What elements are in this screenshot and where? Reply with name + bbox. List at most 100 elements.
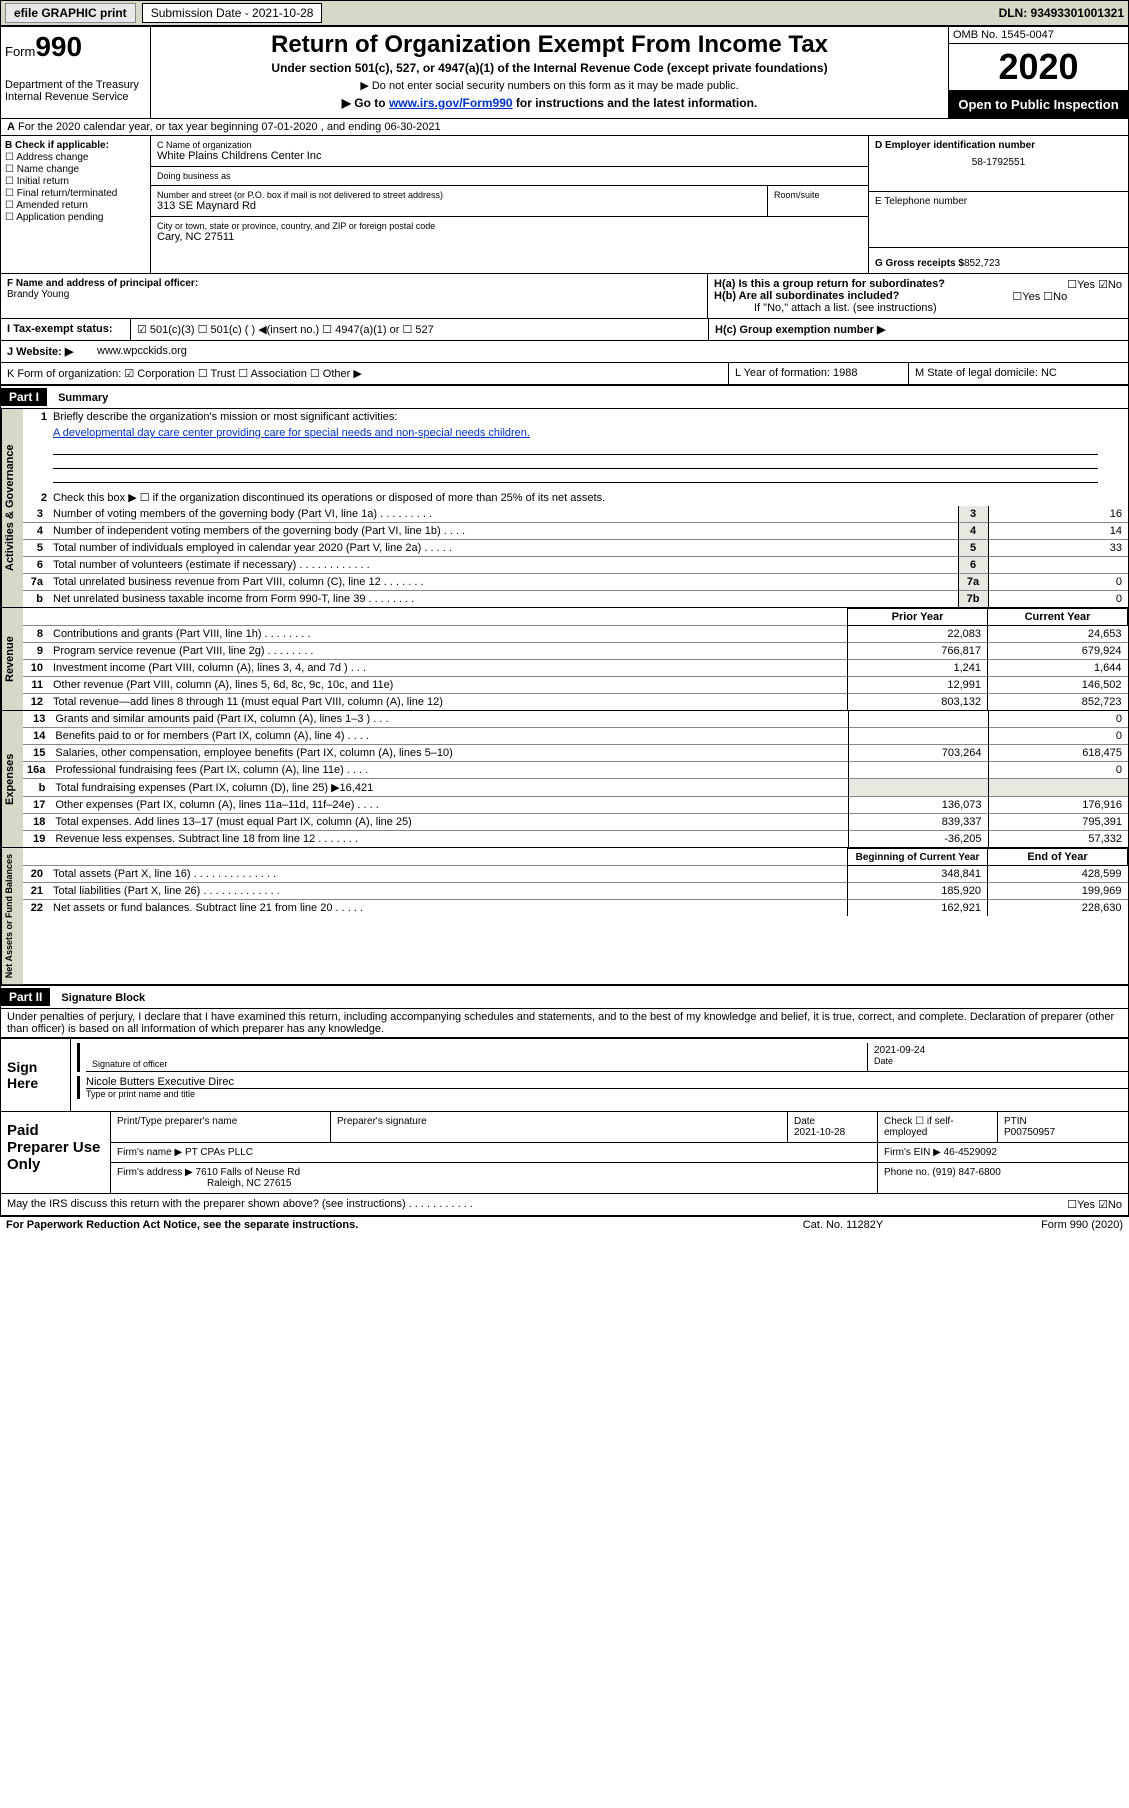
form-of-org[interactable]: K Form of organization: ☑ Corporation ☐ … [1, 363, 728, 384]
officer-name-label: Type or print name and title [86, 1088, 1128, 1099]
principal-officer: F Name and address of principal officer:… [1, 274, 708, 318]
form-word: Form [5, 44, 35, 59]
tab-net-assets: Net Assets or Fund Balances [1, 848, 23, 984]
chk-application-pending[interactable]: ☐ Application pending [5, 212, 146, 223]
firm-phone: (919) 847-6800 [932, 1167, 1000, 1178]
phone-label: E Telephone number [875, 196, 1122, 207]
table-row: 12Total revenue—add lines 8 through 11 (… [23, 694, 1128, 711]
ptin: P00750957 [1004, 1127, 1055, 1138]
revenue-table: Prior YearCurrent Year 8Contributions an… [23, 608, 1128, 710]
chk-amended-return[interactable]: ☐ Amended return [5, 200, 146, 211]
tax-exempt-opts[interactable]: ☑ 501(c)(3) ☐ 501(c) ( ) ◀(insert no.) ☐… [131, 319, 708, 340]
street-value: 313 SE Maynard Rd [157, 200, 761, 212]
org-name-label: C Name of organization [157, 140, 862, 150]
table-row: 15Salaries, other compensation, employee… [23, 745, 1128, 762]
officer-name: Brandy Young [7, 289, 69, 300]
form-title: Return of Organization Exempt From Incom… [159, 31, 940, 59]
table-row: 9Program service revenue (Part VIII, lin… [23, 643, 1128, 660]
tab-expenses: Expenses [1, 711, 23, 847]
header-left: Form990 Department of the Treasury Inter… [1, 27, 151, 118]
chk-initial-return[interactable]: ☐ Initial return [5, 176, 146, 187]
sign-here-label: Sign Here [1, 1039, 71, 1111]
ha-yesno[interactable]: ☐Yes ☑No [1067, 278, 1122, 291]
hc-group-exemption: H(c) Group exemption number ▶ [708, 319, 1128, 340]
col-d-ein: D Employer identification number 58-1792… [868, 136, 1128, 273]
part-ii-header: Part II Signature Block [1, 985, 1128, 1009]
table-row: 21Total liabilities (Part X, line 26) . … [23, 883, 1128, 900]
prep-sig-label: Preparer's signature [331, 1112, 788, 1142]
subtitle-link: ▶ Go to www.irs.gov/Form990 for instruct… [159, 96, 940, 110]
suite-label: Room/suite [768, 186, 868, 216]
subtitle-ssn: ▶ Do not enter social security numbers o… [159, 79, 940, 92]
officer-print-name: Nicole Butters Executive Direc [86, 1076, 1128, 1088]
ein-label: D Employer identification number [875, 140, 1122, 151]
mission-text[interactable]: A developmental day care center providin… [53, 427, 530, 439]
governance-table: 3Number of voting members of the governi… [23, 506, 1128, 607]
table-row: bNet unrelated business taxable income f… [23, 591, 1128, 608]
row-fh: F Name and address of principal officer:… [1, 273, 1128, 318]
row-klm: K Form of organization: ☑ Corporation ☐ … [1, 362, 1128, 385]
discuss-row: May the IRS discuss this return with the… [1, 1193, 1128, 1215]
footer: For Paperwork Reduction Act Notice, see … [0, 1216, 1129, 1233]
expenses-table: 13Grants and similar amounts paid (Part … [23, 711, 1128, 847]
table-row: 11Other revenue (Part VIII, column (A), … [23, 677, 1128, 694]
sig-officer-label: Signature of officer [92, 1059, 861, 1069]
chk-address-change[interactable]: ☐ Address change [5, 152, 146, 163]
row-i: I Tax-exempt status: ☑ 501(c)(3) ☐ 501(c… [1, 318, 1128, 340]
open-inspection: Open to Public Inspection [949, 91, 1128, 118]
firm-addr1: 7610 Falls of Neuse Rd [196, 1167, 301, 1178]
city-value: Cary, NC 27511 [157, 231, 862, 243]
section-revenue: Revenue Prior YearCurrent Year 8Contribu… [1, 608, 1128, 711]
dln: DLN: 93493301001321 [999, 6, 1124, 20]
form-footer: Form 990 (2020) [943, 1219, 1123, 1231]
chk-final-return[interactable]: ☐ Final return/terminated [5, 188, 146, 199]
efile-print-button[interactable]: efile GRAPHIC print [5, 3, 136, 23]
org-name: White Plains Childrens Center Inc [157, 150, 862, 162]
chk-name-change[interactable]: ☐ Name change [5, 164, 146, 175]
hb-yesno[interactable]: ☐Yes ☐No [1012, 290, 1067, 303]
sig-date: 2021-09-24 [874, 1045, 1122, 1056]
cat-no: Cat. No. 11282Y [743, 1219, 943, 1231]
subtitle-section: Under section 501(c), 527, or 4947(a)(1)… [159, 61, 940, 75]
table-row: 13Grants and similar amounts paid (Part … [23, 711, 1128, 728]
website-value[interactable]: www.wpcckids.org [97, 345, 187, 358]
col-c-org-info: C Name of organization White Plains Chil… [151, 136, 868, 273]
table-row: 7aTotal unrelated business revenue from … [23, 574, 1128, 591]
section-governance: Activities & Governance 1Briefly describ… [1, 409, 1128, 608]
row-j-website: J Website: ▶ www.wpcckids.org [1, 340, 1128, 362]
form-header: Form990 Department of the Treasury Inter… [1, 27, 1128, 118]
form-number: 990 [35, 31, 82, 62]
street-label: Number and street (or P.O. box if mail i… [157, 190, 761, 200]
state-domicile: M State of legal domicile: NC [908, 363, 1128, 384]
tab-governance: Activities & Governance [1, 409, 23, 607]
dba-label: Doing business as [157, 171, 862, 181]
paid-preparer-block: Paid Preparer Use Only Print/Type prepar… [1, 1111, 1128, 1193]
topbar: efile GRAPHIC print Submission Date - 20… [0, 0, 1129, 26]
tab-revenue: Revenue [1, 608, 23, 710]
table-row: 17Other expenses (Part IX, column (A), l… [23, 797, 1128, 814]
table-row: 22Net assets or fund balances. Subtract … [23, 900, 1128, 917]
year-formation: L Year of formation: 1988 [728, 363, 908, 384]
discuss-yesno[interactable]: ☐Yes ☑No [1067, 1198, 1122, 1211]
header-center: Return of Organization Exempt From Incom… [151, 27, 948, 118]
col-b-checkboxes: B Check if applicable: ☐ Address change … [1, 136, 151, 273]
net-assets-table: Beginning of Current YearEnd of Year 20T… [23, 848, 1128, 916]
tax-exempt-label: I Tax-exempt status: [1, 319, 131, 340]
mission-underline [53, 441, 1098, 455]
dept-treasury: Department of the Treasury Internal Reve… [5, 79, 146, 103]
table-row: bTotal fundraising expenses (Part IX, co… [23, 779, 1128, 797]
submission-date: Submission Date - 2021-10-28 [142, 3, 323, 23]
paid-preparer-label: Paid Preparer Use Only [1, 1112, 111, 1193]
gross-label: G Gross receipts $ [875, 258, 964, 269]
gross-value: 852,723 [964, 258, 1000, 269]
perjury-statement: Under penalties of perjury, I declare th… [1, 1009, 1128, 1037]
section-net-assets: Net Assets or Fund Balances Beginning of… [1, 848, 1128, 985]
table-row: 10Investment income (Part VIII, column (… [23, 660, 1128, 677]
irs-link[interactable]: www.irs.gov/Form990 [389, 96, 513, 110]
table-row: 19Revenue less expenses. Subtract line 1… [23, 831, 1128, 848]
form-990-page: Form990 Department of the Treasury Inter… [0, 26, 1129, 1216]
self-employed-check[interactable]: Check ☐ if self-employed [878, 1112, 998, 1142]
table-row: 3Number of voting members of the governi… [23, 506, 1128, 523]
firm-addr2: Raleigh, NC 27615 [117, 1178, 292, 1189]
prep-name-label: Print/Type preparer's name [111, 1112, 331, 1142]
